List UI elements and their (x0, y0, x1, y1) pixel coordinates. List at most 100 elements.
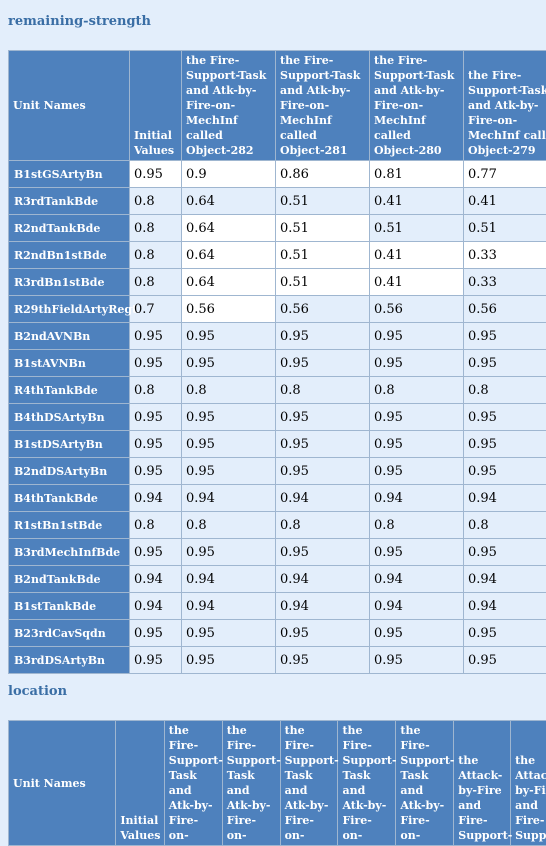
value-cell: 0.8 (130, 269, 182, 296)
value-cell: 0.95 (464, 350, 546, 377)
value-cell: 0.8 (130, 512, 182, 539)
value-cell: 0.95 (370, 539, 464, 566)
column-header: the Fire-Support-Task and Atk-by-Fire-on… (464, 51, 546, 161)
unit-name-cell: B2ndAVNBn (9, 323, 130, 350)
value-cell: 0.94 (276, 566, 370, 593)
value-cell: 0.94 (370, 593, 464, 620)
value-cell: 0.95 (276, 431, 370, 458)
value-cell: 0.94 (182, 593, 276, 620)
value-cell: 0.9 (182, 161, 276, 188)
value-cell: 0.81 (370, 161, 464, 188)
value-cell: 0.8 (464, 377, 546, 404)
value-cell: 0.64 (182, 215, 276, 242)
value-cell: 0.95 (370, 458, 464, 485)
value-cell: 0.51 (464, 215, 546, 242)
value-cell: 0.95 (464, 647, 546, 674)
value-cell: 0.41 (370, 269, 464, 296)
column-header: the Fire-Support-Task and Atk-by-Fire-on… (164, 721, 222, 846)
value-cell: 0.56 (464, 296, 546, 323)
value-cell: 0.8 (182, 512, 276, 539)
unit-name-cell: R1stBn1stBde (9, 512, 130, 539)
unit-name-cell: B4thDSArtyBn (9, 404, 130, 431)
value-cell: 0.95 (276, 620, 370, 647)
value-cell: 0.94 (464, 485, 546, 512)
value-cell: 0.95 (130, 539, 182, 566)
value-cell: 0.95 (276, 539, 370, 566)
value-cell: 0.95 (130, 161, 182, 188)
value-cell: 0.94 (182, 485, 276, 512)
value-cell: 0.95 (130, 431, 182, 458)
value-cell: 0.95 (370, 647, 464, 674)
value-cell: 0.95 (464, 620, 546, 647)
value-cell: 0.51 (276, 215, 370, 242)
column-header: Unit Names (9, 721, 116, 846)
unit-name-cell: B2ndTankBde (9, 566, 130, 593)
column-header: Unit Names (9, 51, 130, 161)
value-cell: 0.8 (130, 188, 182, 215)
value-cell: 0.64 (182, 242, 276, 269)
unit-name-cell: B1stDSArtyBn (9, 431, 130, 458)
value-cell: 0.95 (464, 458, 546, 485)
value-cell: 0.41 (370, 242, 464, 269)
unit-name-cell: B1stGSArtyBn (9, 161, 130, 188)
value-cell: 0.51 (276, 269, 370, 296)
section-title-location: location (8, 684, 67, 699)
value-cell: 0.56 (276, 296, 370, 323)
value-cell: 0.8 (130, 242, 182, 269)
unit-name-cell: B1stAVNBn (9, 350, 130, 377)
column-header: the Attack-by-Fire and Fire-Support- (511, 721, 546, 846)
value-cell: 0.95 (182, 458, 276, 485)
column-header: the Fire-Support-Task and Atk-by-Fire-on… (370, 51, 464, 161)
unit-name-cell: R29thFieldArtyRegt (9, 296, 130, 323)
value-cell: 0.94 (182, 566, 276, 593)
unit-name-cell: B3rdDSArtyBn (9, 647, 130, 674)
unit-name-cell: B23rdCavSqdn (9, 620, 130, 647)
value-cell: 0.56 (182, 296, 276, 323)
value-cell: 0.95 (130, 350, 182, 377)
value-cell: 0.95 (370, 620, 464, 647)
value-cell: 0.95 (130, 620, 182, 647)
value-cell: 0.95 (182, 350, 276, 377)
value-cell: 0.8 (370, 512, 464, 539)
value-cell: 0.8 (130, 377, 182, 404)
value-cell: 0.94 (130, 593, 182, 620)
unit-name-cell: B3rdMechInfBde (9, 539, 130, 566)
value-cell: 0.95 (276, 350, 370, 377)
value-cell: 0.51 (276, 188, 370, 215)
value-cell: 0.95 (182, 647, 276, 674)
value-cell: 0.95 (370, 350, 464, 377)
value-cell: 0.95 (182, 620, 276, 647)
value-cell: 0.94 (464, 593, 546, 620)
unit-name-cell: R2ndBn1stBde (9, 242, 130, 269)
value-cell: 0.95 (276, 323, 370, 350)
value-cell: 0.95 (370, 323, 464, 350)
value-cell: 0.94 (370, 485, 464, 512)
column-header: Initial Values (130, 51, 182, 161)
value-cell: 0.95 (370, 431, 464, 458)
value-cell: 0.7 (130, 296, 182, 323)
column-header: the Fire-Support-Task and Atk-by-Fire-on… (396, 721, 454, 846)
value-cell: 0.95 (130, 458, 182, 485)
value-cell: 0.8 (370, 377, 464, 404)
unit-name-cell: R2ndTankBde (9, 215, 130, 242)
value-cell: 0.77 (464, 161, 546, 188)
value-cell: 0.95 (130, 647, 182, 674)
value-cell: 0.95 (464, 539, 546, 566)
value-cell: 0.56 (370, 296, 464, 323)
